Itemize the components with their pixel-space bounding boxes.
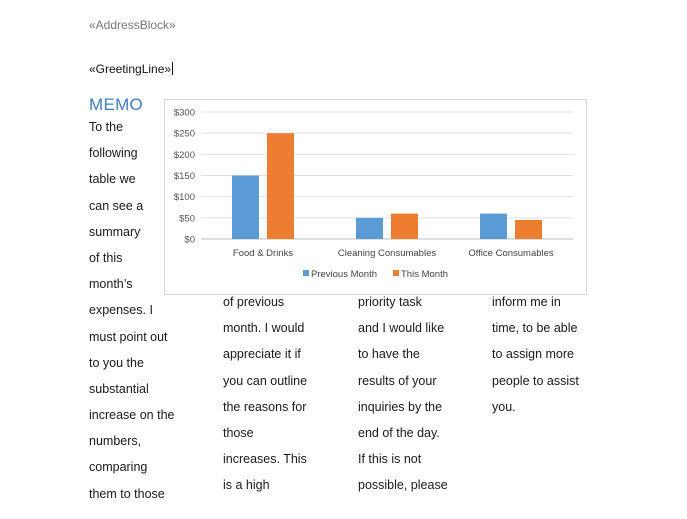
text-line: increases. This [223, 452, 307, 467]
bar-this-month [391, 213, 418, 239]
text-line: table we [89, 172, 136, 187]
y-tick-label: $250 [174, 129, 195, 140]
text-line: comparing [89, 460, 148, 475]
text-line: month’s [89, 277, 133, 292]
text-line: expenses. I [89, 303, 153, 318]
text-line: to assign more [492, 347, 574, 362]
text-line: to have the [358, 347, 420, 362]
memo-title: MEMO [89, 95, 144, 114]
text-line: priority task [358, 295, 422, 309]
text-line: time, to be able [492, 321, 578, 336]
text-line: month. I would [223, 321, 305, 336]
text-line: numbers, [89, 434, 142, 449]
x-tick-label: Office Consumables [468, 248, 554, 259]
text-line: appreciate it if [223, 347, 301, 362]
text-line: and I would like [358, 321, 445, 336]
text-line: results of your [358, 373, 437, 388]
expense-chart[interactable]: $0 $50 $100 $150 $200 $250 $300 Food & Drinks Cl… [164, 99, 587, 295]
text-line: the reasons for [223, 399, 307, 414]
text-line: you can outline [223, 373, 308, 388]
text-column-3[interactable]: priority task and I would like to have the… [358, 289, 448, 499]
y-tick-label: $100 [174, 192, 195, 203]
text-line: of previous [223, 295, 285, 309]
text-line: inform me in [492, 295, 561, 309]
text-column-4[interactable]: inform me in time, to be able to assign mo… [492, 289, 579, 420]
text-line: following [89, 146, 138, 161]
legend-label: Previous Month [311, 269, 377, 280]
bar-previous-month [356, 217, 383, 239]
bar-previous-month [232, 175, 259, 239]
y-tick-label: $150 [174, 171, 195, 182]
legend-label: This Month [401, 269, 448, 280]
text-column-1[interactable]: To the following table we can see a summary o… [89, 114, 174, 507]
y-tick-label: $300 [174, 108, 195, 119]
y-tick-label: $0 [184, 235, 195, 246]
text-line: can see a [89, 198, 144, 213]
text-line: possible, please [358, 478, 448, 493]
chart-canvas: $0 $50 $100 $150 $200 $250 $300 Food & Drinks Cl… [174, 108, 573, 280]
text-line: them to those [89, 486, 165, 501]
text-line: increase on the [89, 408, 175, 423]
greeting-line-text: «GreetingLine» [89, 62, 172, 76]
text-line: To the [89, 120, 124, 134]
bar-this-month [515, 219, 542, 239]
legend-swatch [393, 270, 399, 276]
y-tick-label: $50 [179, 213, 195, 224]
text-line: must point out [89, 329, 168, 344]
text-line: If this is not [358, 452, 422, 467]
text-line: is a high [223, 478, 270, 493]
bar-previous-month [480, 213, 507, 239]
text-line: those [223, 425, 254, 440]
text-line: people to assist [492, 373, 579, 388]
x-tick-label: Cleaning Consumables [338, 248, 436, 259]
x-tick-label: Food & Drinks [233, 248, 293, 259]
text-line: of this [89, 250, 123, 265]
text-line: to you the [89, 355, 144, 370]
address-block-field: «AddressBlock» [89, 18, 176, 32]
text-line: you. [492, 399, 516, 414]
text-column-2[interactable]: of previous month. I would appreciate it i… [223, 289, 307, 499]
bar-this-month [267, 133, 294, 239]
text-line: inquiries by the [358, 399, 443, 414]
text-line: summary [89, 224, 141, 239]
legend-swatch [303, 270, 309, 276]
text-line: end of the day. [358, 425, 440, 440]
text-cursor [172, 62, 174, 75]
text-line: substantial [89, 381, 149, 396]
greeting-line-field[interactable]: «GreetingLine» [89, 62, 174, 76]
y-tick-label: $200 [174, 150, 195, 161]
